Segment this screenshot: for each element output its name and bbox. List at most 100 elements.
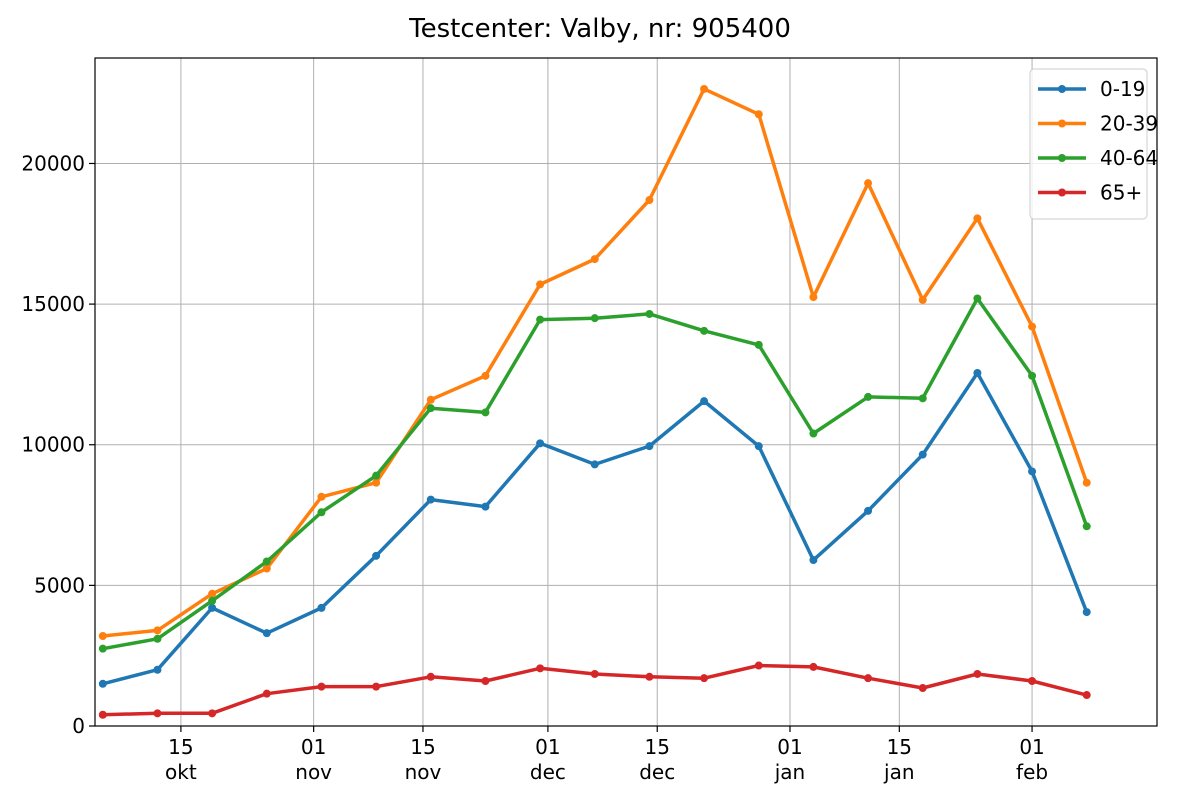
data-point bbox=[918, 394, 927, 403]
data-point bbox=[590, 314, 599, 323]
data-point bbox=[1028, 467, 1037, 476]
x-tick-label: 15 bbox=[887, 735, 912, 759]
data-point bbox=[1028, 676, 1037, 685]
x-tick-label: dec bbox=[639, 760, 675, 784]
x-tick-label: feb bbox=[1016, 760, 1048, 784]
data-point bbox=[645, 309, 654, 318]
series-line bbox=[102, 296, 1089, 651]
data-point bbox=[809, 429, 818, 438]
data-point bbox=[700, 397, 709, 406]
data-point bbox=[1082, 478, 1091, 487]
data-point bbox=[372, 478, 381, 487]
data-point bbox=[754, 340, 763, 349]
data-point bbox=[590, 460, 599, 469]
series-layer bbox=[98, 84, 1091, 719]
series-0-19 bbox=[98, 369, 1091, 688]
data-point bbox=[208, 596, 217, 605]
data-point bbox=[426, 672, 435, 681]
data-point bbox=[208, 589, 217, 598]
data-point bbox=[98, 679, 107, 688]
y-axis-ticks: 0 5000 10000 15000 20000 bbox=[21, 151, 95, 738]
data-point bbox=[317, 682, 326, 691]
data-point bbox=[645, 196, 654, 205]
data-point bbox=[973, 369, 982, 378]
data-point bbox=[426, 404, 435, 413]
data-point bbox=[754, 661, 763, 670]
data-point bbox=[317, 508, 326, 517]
x-tick-label: dec bbox=[530, 760, 566, 784]
y-tick-label: 10000 bbox=[21, 433, 85, 457]
data-point bbox=[1028, 371, 1037, 380]
data-point bbox=[372, 682, 381, 691]
data-point bbox=[372, 551, 381, 560]
x-tick-label: nov bbox=[295, 760, 332, 784]
legend-label: 0-19 bbox=[1100, 77, 1145, 101]
data-point bbox=[1028, 322, 1037, 331]
data-point bbox=[317, 492, 326, 501]
data-point bbox=[864, 506, 873, 515]
data-point bbox=[590, 255, 599, 264]
data-point bbox=[372, 471, 381, 480]
data-point bbox=[1082, 691, 1091, 700]
data-point bbox=[481, 371, 490, 380]
data-point bbox=[864, 179, 873, 188]
grid-lines bbox=[95, 58, 1157, 727]
x-tick-label: jan bbox=[883, 760, 915, 784]
data-point bbox=[481, 676, 490, 685]
x-tick-label: nov bbox=[405, 760, 442, 784]
data-point bbox=[918, 295, 927, 304]
data-point bbox=[918, 450, 927, 459]
data-point bbox=[153, 665, 162, 674]
data-point bbox=[700, 326, 709, 335]
legend-item: 20-39 bbox=[1038, 112, 1158, 136]
legend-label: 40-64 bbox=[1100, 146, 1158, 170]
series-40-64 bbox=[98, 294, 1091, 653]
data-point bbox=[208, 709, 217, 718]
data-point bbox=[864, 392, 873, 401]
data-point bbox=[1082, 608, 1091, 617]
x-tick-label: 01 bbox=[1019, 735, 1044, 759]
data-point bbox=[98, 710, 107, 719]
data-point bbox=[754, 442, 763, 451]
x-tick-label: jan bbox=[774, 760, 806, 784]
legend-item: 0-19 bbox=[1038, 77, 1145, 101]
data-point bbox=[153, 634, 162, 643]
data-point bbox=[481, 502, 490, 511]
data-point bbox=[153, 709, 162, 718]
series-65+ bbox=[98, 661, 1091, 719]
plot-frame bbox=[94, 57, 1158, 727]
data-point bbox=[973, 294, 982, 303]
legend-marker bbox=[1058, 154, 1066, 162]
data-point bbox=[262, 689, 271, 698]
data-point bbox=[481, 408, 490, 417]
data-point bbox=[700, 84, 709, 93]
legend-box bbox=[1029, 68, 1148, 220]
data-point bbox=[262, 629, 271, 638]
legend-label: 65+ bbox=[1100, 181, 1142, 205]
legend-marker bbox=[1058, 119, 1066, 128]
data-point bbox=[426, 395, 435, 404]
series-line bbox=[102, 371, 1089, 686]
data-point bbox=[536, 664, 545, 673]
data-point bbox=[536, 439, 545, 448]
x-tick-label: 15 bbox=[645, 735, 670, 759]
legend: 0-19 20-39 40-64 65+ bbox=[1029, 68, 1158, 220]
data-point bbox=[317, 603, 326, 612]
x-tick-label: 01 bbox=[777, 735, 802, 759]
series-line bbox=[102, 87, 1089, 638]
data-point bbox=[754, 110, 763, 119]
y-tick-label: 0 bbox=[72, 714, 85, 738]
legend-marker bbox=[1058, 188, 1066, 197]
data-point bbox=[645, 442, 654, 451]
series-20-39 bbox=[98, 84, 1091, 640]
legend-item: 65+ bbox=[1038, 181, 1142, 205]
data-point bbox=[918, 684, 927, 693]
x-tick-label: 01 bbox=[535, 735, 560, 759]
chart-title: Testcenter: Valby, nr: 905400 bbox=[408, 14, 791, 44]
data-point bbox=[809, 556, 818, 565]
data-point bbox=[262, 564, 271, 573]
data-point bbox=[809, 662, 818, 671]
data-point bbox=[973, 214, 982, 223]
legend-item: 40-64 bbox=[1038, 146, 1158, 170]
data-point bbox=[98, 631, 107, 640]
